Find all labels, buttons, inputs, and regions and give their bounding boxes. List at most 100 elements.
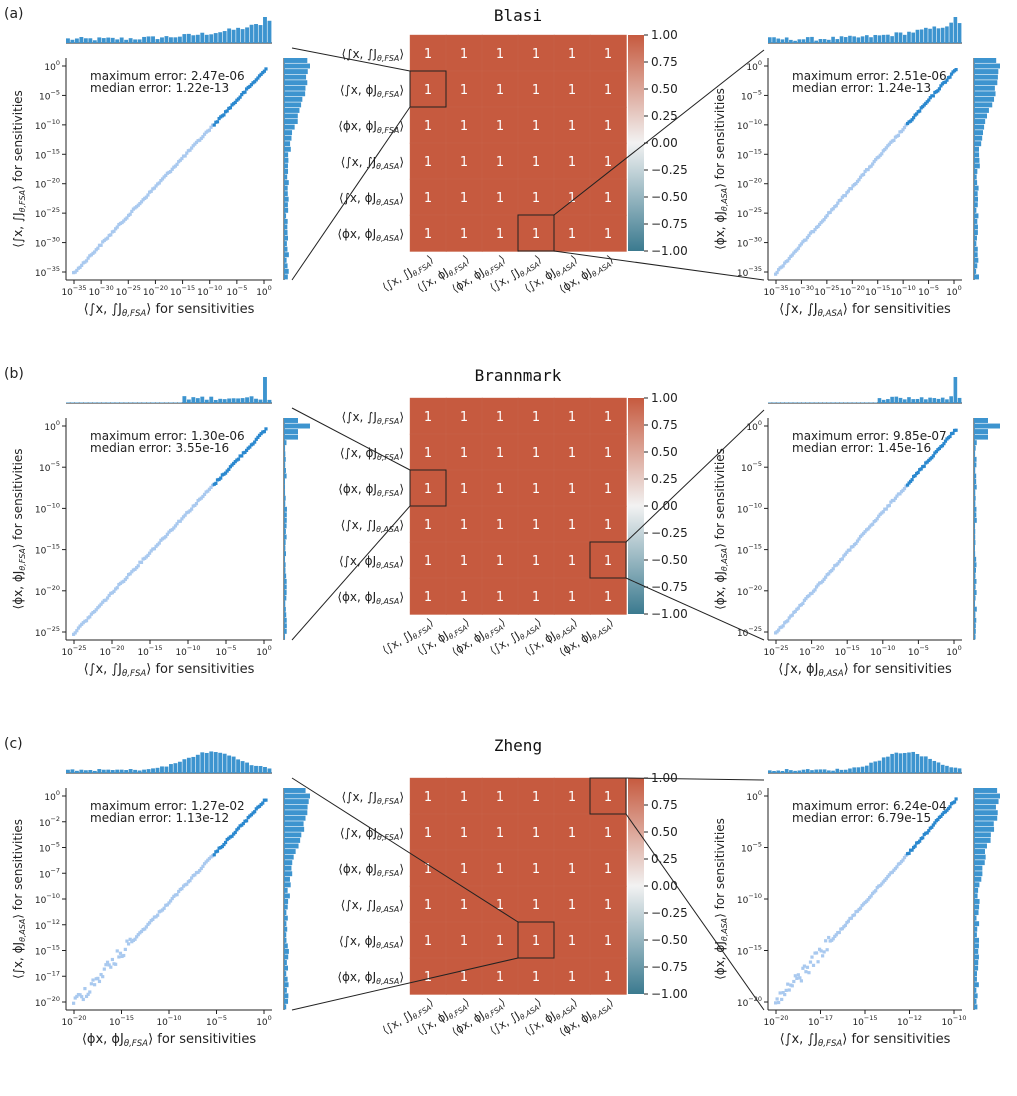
scatter-point [190, 507, 194, 511]
heatmap-cell [445, 214, 483, 252]
right-hist-bar [284, 915, 288, 921]
top-hist-bar [195, 398, 200, 403]
top-hist-bar [186, 33, 191, 43]
scatter-point [120, 954, 124, 959]
right-hist-bar [284, 529, 286, 534]
y-tick-label: 10−10 [737, 892, 762, 906]
heatmap-cell-value: 1 [460, 590, 468, 605]
scatter-point [114, 587, 118, 591]
right-hist-bar [284, 573, 287, 579]
scatter-point [73, 996, 77, 1000]
scatter-point [117, 222, 121, 227]
scatter-point [88, 990, 92, 994]
scatter-point [188, 148, 192, 152]
top-hist-bar [860, 36, 865, 43]
scatter-point [172, 894, 176, 898]
heatmap-row-label: ⟨ϕx, ϕJθ,FSA⟩ [338, 119, 404, 135]
heatmap-cell [409, 541, 447, 579]
right-hist-bar [974, 434, 988, 440]
right-hist-bar [974, 804, 996, 810]
x-tick-label: 10−10 [197, 284, 222, 298]
scatter-point [232, 102, 236, 106]
top-hist-bar [827, 770, 831, 773]
zoom-connector [291, 777, 519, 923]
right-hist-bar [284, 799, 309, 805]
scatter-point [73, 270, 77, 274]
scatter-point [228, 465, 233, 469]
scatter-point [784, 988, 788, 992]
colorbar-tick-label: −0.50 [651, 553, 688, 567]
top-hist-bar [907, 31, 911, 43]
scatter-point [211, 854, 215, 858]
scatter-point [214, 481, 218, 485]
right-hist-bar [284, 810, 308, 816]
heatmap-cell [445, 957, 483, 995]
scatter-point [792, 979, 796, 984]
heatmap-cell [481, 541, 519, 579]
top-hist-bar [924, 27, 928, 43]
right-hist-bar [284, 590, 287, 595]
top-hist-bar [151, 402, 155, 403]
panel-label: (b) [4, 366, 24, 382]
top-hist-bar [97, 37, 102, 43]
scatter-point [157, 181, 161, 185]
scatter-point [801, 601, 805, 606]
top-hist-bar [856, 37, 861, 43]
max-error-text: maximum error: 2.51e-06 [792, 69, 947, 83]
right-hist-bar [284, 196, 289, 202]
scatter-point [185, 151, 189, 155]
x-tick-label: 10−25 [116, 284, 141, 298]
scatter-point [931, 454, 935, 458]
x-tick-label: 10−20 [61, 1014, 86, 1028]
right-hist-bar [974, 202, 978, 208]
scatter-point [259, 802, 263, 807]
right-hist-bar [974, 562, 977, 568]
scatter-point [159, 179, 163, 183]
scatter-point [868, 895, 872, 900]
right-hist-bar [284, 512, 287, 518]
scatter-point [135, 565, 139, 570]
scatter-point [846, 919, 850, 923]
scatter-point [908, 479, 913, 483]
scatter-point [855, 179, 860, 184]
scatter-point [827, 572, 831, 576]
scatter-point [160, 177, 165, 181]
top-hist-bar [894, 396, 899, 403]
x-tick-label: 10−15 [865, 284, 890, 298]
scatter-point [114, 962, 118, 966]
top-hist-bar [886, 399, 890, 403]
scatter-point [222, 842, 226, 847]
scatter-point [816, 583, 820, 587]
top-hist-bar [160, 37, 164, 43]
colorbar-tick-label: −0.25 [651, 163, 688, 177]
top-hist-bar [877, 35, 882, 43]
y-tick-label: 10−15 [35, 543, 60, 557]
top-hist-bar [79, 402, 84, 403]
scatter-point [107, 963, 111, 967]
scatter-point [240, 823, 244, 827]
top-hist-bar [236, 398, 241, 403]
heatmap-cell [517, 70, 555, 108]
right-hist-bar [974, 263, 978, 269]
scatter-point [83, 260, 87, 264]
y-tick-label: 10−12 [35, 918, 60, 932]
scatter-point [110, 957, 114, 962]
y-tick-label: 10−15 [737, 543, 762, 557]
y-tick-label: 10−5 [741, 841, 762, 855]
scatter-point [821, 954, 825, 958]
top-hist-bar [119, 402, 124, 403]
scatter-point [807, 233, 811, 238]
right-hist-bar [284, 849, 296, 854]
heatmap-cell [553, 34, 591, 72]
right-hist-bar [974, 998, 977, 1004]
scatter-point [893, 866, 898, 871]
scatter-point [152, 547, 157, 551]
scatter-point [780, 997, 784, 1002]
heatmap-cell-value: 1 [532, 227, 540, 242]
top-hist-bar [124, 402, 129, 403]
scatter-point [201, 135, 205, 139]
y-tick-label: 10−25 [35, 625, 60, 639]
heatmap-cell [517, 142, 555, 180]
right-hist-bar [974, 85, 995, 91]
scatter-point [219, 846, 223, 850]
